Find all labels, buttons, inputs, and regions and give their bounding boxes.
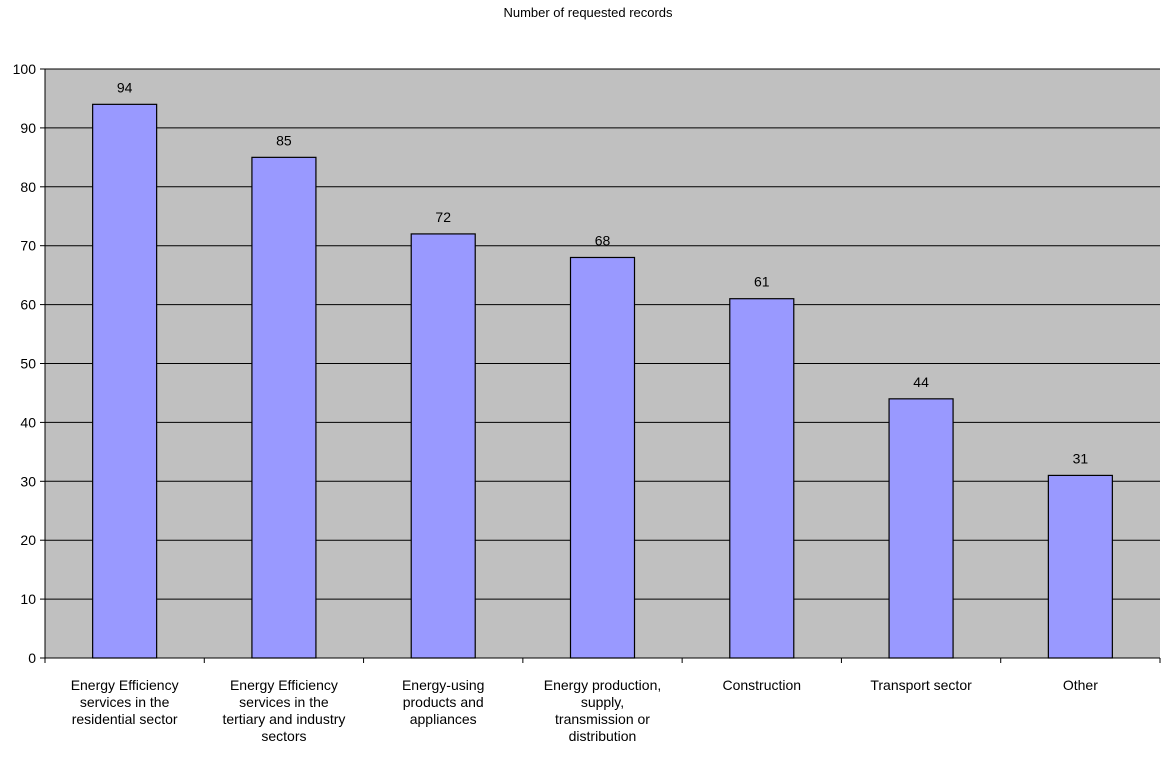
category-label: Other bbox=[1063, 677, 1098, 693]
y-tick-label: 0 bbox=[28, 650, 36, 666]
category-label: Energy-using products and appliances bbox=[402, 677, 485, 727]
bar bbox=[251, 156, 317, 659]
data-label: 44 bbox=[913, 374, 929, 390]
y-tick-label: 20 bbox=[20, 532, 36, 548]
category-label-line: tertiary and industry bbox=[222, 711, 345, 727]
y-tick-label: 100 bbox=[13, 61, 37, 77]
y-tick-label: 70 bbox=[20, 238, 36, 254]
category-label-line: Energy Efficiency bbox=[230, 677, 338, 693]
category-label-line: residential sector bbox=[72, 711, 178, 727]
category-label: Construction bbox=[722, 677, 801, 693]
y-tick-label: 60 bbox=[20, 297, 36, 313]
y-tick-label: 10 bbox=[20, 591, 36, 607]
chart-title: Number of requested records bbox=[503, 5, 673, 20]
category-label-line: services in the bbox=[80, 694, 170, 710]
category-label-line: Energy-using bbox=[402, 677, 485, 693]
data-label: 68 bbox=[595, 232, 611, 248]
category-label: Energy production, supply, transmission or… bbox=[544, 677, 662, 744]
y-tick-label: 40 bbox=[20, 414, 36, 430]
category-label-line: Energy production, bbox=[544, 677, 662, 693]
category-label-line: sectors bbox=[261, 728, 306, 744]
category-label: Energy Efficiency services in the tertiary… bbox=[222, 677, 345, 744]
data-label: 94 bbox=[117, 79, 133, 95]
category-label-line: Other bbox=[1063, 677, 1098, 693]
category-label-line: transmission or bbox=[555, 711, 650, 727]
category-label: Transport sector bbox=[870, 677, 972, 693]
category-label-line: Energy Efficiency bbox=[71, 677, 179, 693]
category-label-line: supply, bbox=[581, 694, 624, 710]
data-label: 85 bbox=[276, 132, 292, 148]
category-label-line: products and bbox=[403, 694, 484, 710]
category-label-line: services in the bbox=[239, 694, 329, 710]
y-axis: 0 10 20 30 40 50 60 70 80 90 100 bbox=[13, 61, 46, 666]
bar bbox=[888, 398, 954, 659]
category-label-line: distribution bbox=[569, 728, 637, 744]
category-label: Energy Efficiency services in the resident… bbox=[71, 677, 179, 727]
data-label: 31 bbox=[1073, 450, 1089, 466]
y-tick-label: 30 bbox=[20, 473, 36, 489]
x-axis: Energy Efficiency services in the resident… bbox=[44, 657, 1161, 744]
y-tick-label: 80 bbox=[20, 179, 36, 195]
bars bbox=[92, 103, 1113, 659]
y-tick-label: 50 bbox=[20, 356, 36, 372]
data-label: 72 bbox=[435, 209, 451, 225]
category-label-line: appliances bbox=[410, 711, 477, 727]
y-tick-label: 90 bbox=[20, 120, 36, 136]
bar bbox=[729, 298, 795, 659]
data-label: 61 bbox=[754, 274, 770, 290]
category-label-line: Construction bbox=[722, 677, 801, 693]
bar bbox=[1047, 474, 1113, 659]
category-label-line: Transport sector bbox=[870, 677, 972, 693]
bar bbox=[92, 103, 158, 659]
data-labels: 94 85 72 68 61 44 31 bbox=[117, 79, 1089, 466]
bar bbox=[410, 233, 476, 659]
bar bbox=[569, 256, 636, 659]
